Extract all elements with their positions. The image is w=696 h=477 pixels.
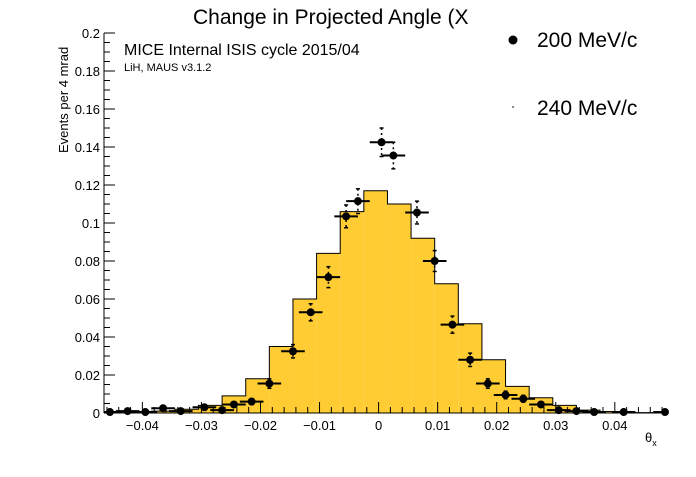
- data-point-marker: [342, 212, 350, 220]
- data-point-marker: [502, 391, 510, 399]
- x-axis-title-symbol: θ: [645, 430, 652, 445]
- histogram-bin: [269, 347, 293, 414]
- data-point-marker: [555, 406, 563, 414]
- data-point: [582, 408, 606, 416]
- data-point-marker: [218, 406, 226, 414]
- data-point-marker: [248, 398, 256, 406]
- data-point-marker: [324, 273, 332, 281]
- data-point-marker: [537, 400, 545, 408]
- y-tick-label: 0.04: [75, 330, 100, 345]
- histogram-bin: [364, 191, 388, 413]
- data-point-marker: [389, 152, 397, 160]
- data-point-marker: [431, 257, 439, 265]
- data-point-marker: [289, 347, 297, 355]
- data-point: [370, 128, 394, 157]
- y-tick-label: 0.14: [75, 140, 100, 155]
- data-point-marker: [378, 138, 386, 146]
- y-tick-label: 0.12: [75, 178, 100, 193]
- y-tick-label: 0.06: [75, 292, 100, 307]
- x-tick-label: −0.02: [244, 418, 277, 433]
- x-tick-label: −0.04: [126, 418, 159, 433]
- histogram-layer: [104, 191, 665, 413]
- data-point-marker: [265, 380, 273, 388]
- data-point-marker: [106, 408, 114, 416]
- x-tick-label: 0: [375, 418, 382, 433]
- x-axis-title: θx: [645, 430, 657, 448]
- x-tick-label: −0.03: [185, 418, 218, 433]
- chart-title: Change in Projected Angle (X: [193, 6, 469, 29]
- x-axis-title-subscript: x: [652, 438, 657, 448]
- annotation-software: LiH, MAUS v3.1.2: [124, 62, 211, 74]
- legend-marker-200: [509, 36, 518, 45]
- data-point-marker: [466, 356, 474, 364]
- x-tick-label: 0.02: [484, 418, 509, 433]
- histogram-bin: [340, 212, 364, 413]
- legend: 200 MeV/c 240 MeV/c: [497, 26, 696, 130]
- x-tick-label: 0.03: [543, 418, 568, 433]
- data-point-marker: [620, 408, 628, 416]
- x-tick-label: 0.04: [602, 418, 627, 433]
- data-point-marker: [230, 400, 238, 408]
- legend-marker-240: [512, 106, 514, 108]
- y-tick-label: 0.02: [75, 368, 100, 383]
- data-point-marker: [354, 197, 362, 205]
- data-point-marker: [124, 407, 132, 415]
- histogram-bin: [435, 284, 459, 413]
- y-tick-label: 0: [93, 406, 100, 421]
- y-tick-label: 0.1: [82, 216, 100, 231]
- data-point-marker: [413, 209, 421, 217]
- histogram-bin: [387, 204, 411, 413]
- legend-label-200: 200 MeV/c: [537, 29, 637, 52]
- data-point: [653, 408, 669, 416]
- histogram-bin: [458, 324, 482, 413]
- x-tick-label: −0.01: [303, 418, 336, 433]
- data-point-marker: [448, 321, 456, 329]
- data-point-marker: [177, 407, 185, 415]
- histogram-bin: [411, 238, 435, 413]
- y-tick-label: 0.18: [75, 64, 100, 79]
- histogram-bin: [293, 299, 317, 413]
- data-point: [612, 408, 636, 416]
- data-point-marker: [590, 408, 598, 416]
- data-point-marker: [661, 408, 669, 416]
- data-point-marker: [200, 403, 208, 411]
- y-axis-title: Events per 4 mrad: [56, 47, 71, 153]
- y-tick-label: 0.08: [75, 254, 100, 269]
- x-tick-label: 0.01: [425, 418, 450, 433]
- data-point-marker: [484, 380, 492, 388]
- y-tick-label: 0.16: [75, 102, 100, 117]
- data-point-marker: [572, 407, 580, 415]
- annotation-cycle: MICE Internal ISIS cycle 2015/04: [124, 42, 360, 59]
- data-point-marker: [159, 404, 167, 412]
- data-point-marker: [141, 408, 149, 416]
- legend-label-240: 240 MeV/c: [537, 97, 637, 120]
- data-point-marker: [307, 308, 315, 316]
- y-tick-label: 0.2: [82, 26, 100, 41]
- data-point-marker: [519, 395, 527, 403]
- data-point: [382, 142, 406, 169]
